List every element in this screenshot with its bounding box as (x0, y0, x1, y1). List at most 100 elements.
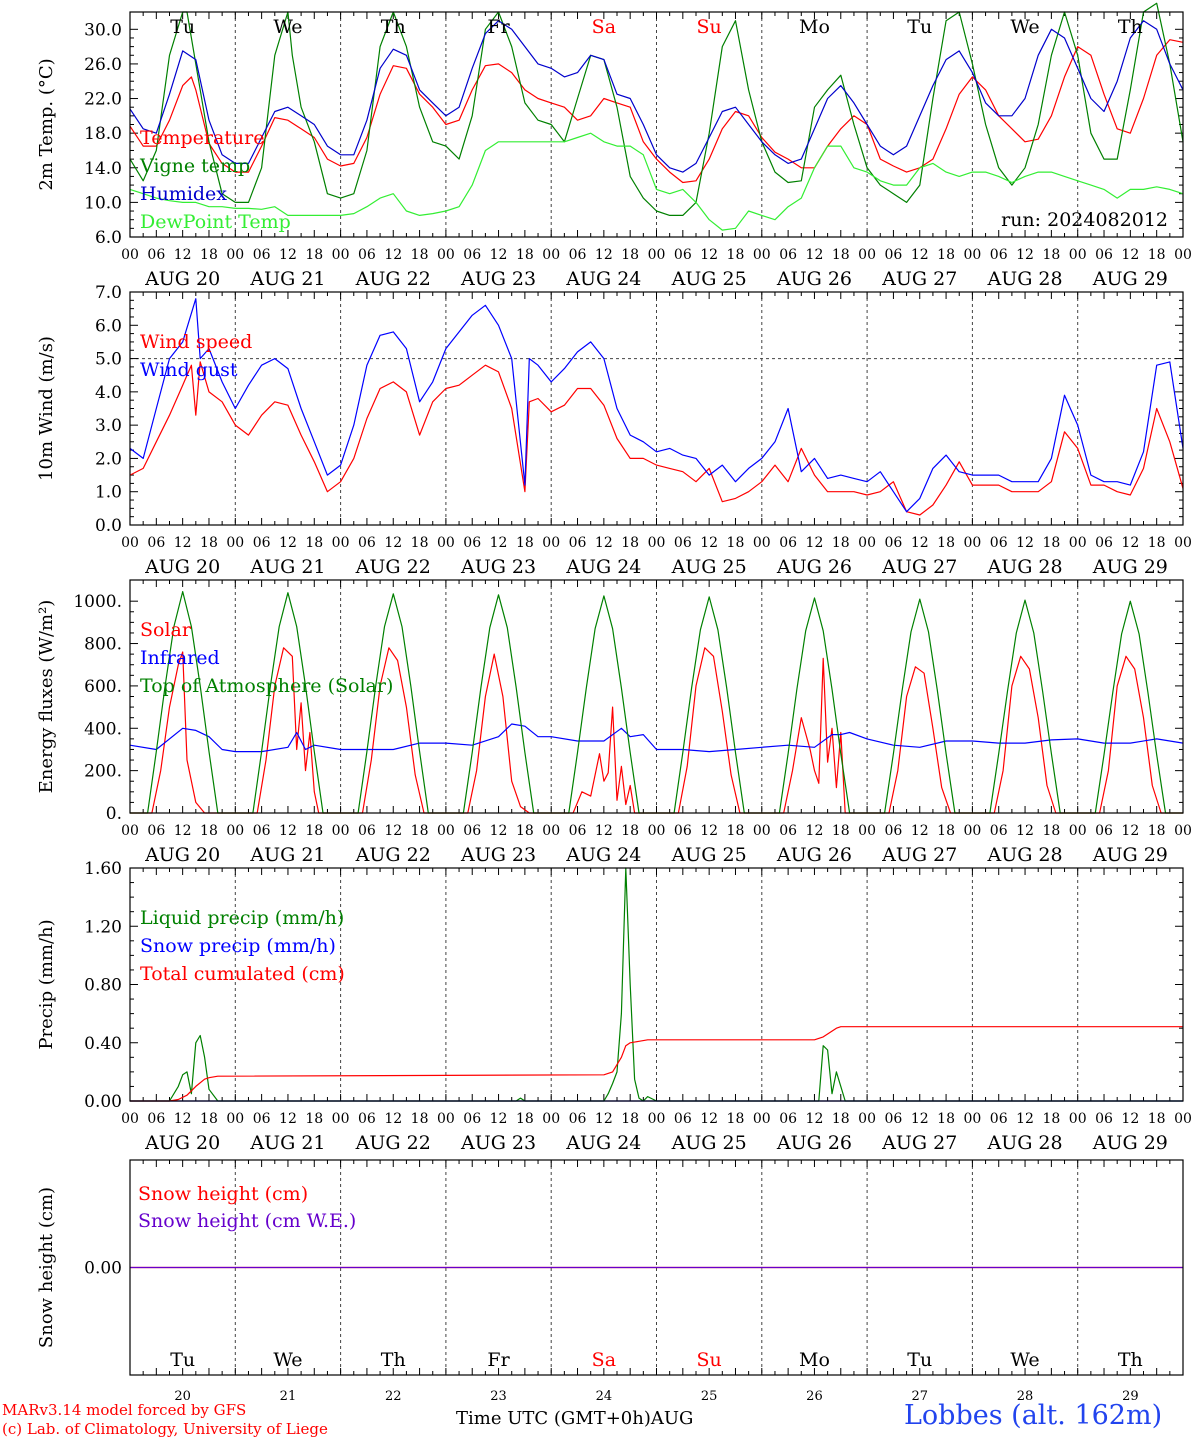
x-tick-label: 18 (411, 823, 429, 839)
x-tick-label: 00 (648, 1111, 666, 1127)
x-tick-label: 00 (648, 247, 666, 263)
x-tick-label: 06 (990, 1111, 1008, 1127)
legend-entry: Vigne temp (139, 155, 250, 177)
x-tick-label: 12 (700, 823, 718, 839)
day-name-label: We (273, 1349, 302, 1371)
x-tick-label: 12 (490, 823, 508, 839)
time-axis-label: Time UTC (GMT+0h) (456, 1408, 651, 1429)
date-label: AUG 20 (144, 1132, 220, 1154)
date-label: AUG 28 (986, 1132, 1062, 1154)
date-label: AUG 23 (460, 556, 536, 578)
day-name-label: Tu (170, 16, 195, 38)
x-tick-label: 18 (305, 1111, 323, 1127)
x-tick-label: 06 (885, 1111, 903, 1127)
y-axis-label: Snow height (cm) (36, 1187, 57, 1348)
date-label: AUG 22 (355, 556, 431, 578)
x-tick-label: 06 (253, 1111, 271, 1127)
x-tick-label: 12 (279, 535, 297, 551)
day-name-label: Mo (799, 1349, 830, 1371)
x-tick-label: 06 (779, 1111, 797, 1127)
x-tick-label: 12 (806, 823, 824, 839)
x-tick-label: 12 (1016, 823, 1034, 839)
x-tick-label: 12 (595, 823, 613, 839)
x-tick-label: 00 (1069, 535, 1087, 551)
series-line-dewpoint-temp (129, 132, 1184, 231)
x-tick-label: 18 (516, 823, 534, 839)
x-tick-label: 12 (595, 247, 613, 263)
date-label: AUG 24 (565, 556, 641, 578)
series-line-humidex (129, 20, 1184, 173)
date-label: AUG 27 (881, 844, 957, 866)
x-tick-label: 06 (674, 247, 692, 263)
x-tick-label: 18 (832, 823, 850, 839)
x-tick-label: 00 (1069, 823, 1087, 839)
x-tick-label: 18 (1148, 247, 1166, 263)
x-tick-label: 18 (411, 247, 429, 263)
x-tick-label: 12 (174, 247, 192, 263)
day-number-label: 27 (911, 1389, 928, 1404)
y-axis-label: Precip (mm/h) (36, 919, 57, 1049)
x-tick-label: 06 (253, 535, 271, 551)
x-tick-label: 12 (490, 247, 508, 263)
x-tick-label: 12 (806, 535, 824, 551)
x-tick-label: 18 (411, 535, 429, 551)
date-label: AUG 25 (671, 1132, 747, 1154)
model-credit: MARv3.14 model forced by GFS (c) Lab. of… (2, 1401, 328, 1439)
x-tick-label: 06 (147, 247, 165, 263)
y-tick-label: 7.0 (95, 283, 122, 303)
x-tick-label: 12 (806, 1111, 824, 1127)
date-label: AUG 29 (1092, 1132, 1168, 1154)
x-tick-label: 12 (490, 535, 508, 551)
x-tick-label: 12 (1016, 535, 1034, 551)
x-tick-label: 00 (121, 247, 139, 263)
day-name-label: Th (381, 16, 406, 38)
x-tick-label: 06 (147, 1111, 165, 1127)
x-tick-label: 18 (1042, 1111, 1060, 1127)
x-tick-label: 18 (1042, 535, 1060, 551)
x-tick-label: 18 (727, 1111, 745, 1127)
day-number-label: 20 (174, 1389, 191, 1404)
date-label: AUG 25 (671, 268, 747, 290)
panel-frame (129, 291, 1184, 526)
x-tick-label: 00 (542, 1111, 560, 1127)
x-tick-label: 12 (174, 1111, 192, 1127)
date-label: AUG 28 (986, 844, 1062, 866)
x-tick-label: 00 (332, 823, 350, 839)
x-tick-label: 12 (595, 535, 613, 551)
panel-frame (129, 867, 1184, 1102)
x-tick-label: 06 (1095, 535, 1113, 551)
x-tick-label: 18 (937, 823, 955, 839)
legend-entry: Wind speed (140, 331, 252, 353)
x-tick-label: 18 (516, 247, 534, 263)
y-tick-label: 0.40 (84, 1034, 122, 1054)
x-tick-label: 06 (990, 823, 1008, 839)
date-label: AUG 26 (776, 844, 852, 866)
x-tick-label: 18 (832, 535, 850, 551)
date-label: AUG 29 (1092, 268, 1168, 290)
date-label: AUG 23 (460, 268, 536, 290)
legend-entry: Snow height (cm) (138, 1183, 308, 1205)
day-name-label: Th (381, 1349, 406, 1371)
x-tick-label: 18 (621, 535, 639, 551)
x-tick-label: 06 (569, 535, 587, 551)
day-number-label: 28 (1017, 1389, 1034, 1404)
x-tick-label: 06 (779, 247, 797, 263)
x-tick-label: 06 (885, 535, 903, 551)
x-tick-label: 00 (226, 247, 244, 263)
x-tick-label: 06 (569, 247, 587, 263)
x-tick-label: 00 (437, 1111, 455, 1127)
x-tick-label: 00 (753, 535, 771, 551)
date-label: AUG 28 (986, 268, 1062, 290)
x-tick-label: 18 (832, 247, 850, 263)
legend-entry: Solar (140, 619, 192, 641)
day-name-label: Sa (592, 16, 616, 38)
date-label: AUG 21 (249, 556, 325, 578)
x-tick-label: 18 (200, 247, 218, 263)
x-tick-label: 18 (1148, 535, 1166, 551)
panel-frame (129, 579, 1184, 814)
y-tick-label: 26.0 (84, 55, 122, 75)
series-line-wind-speed (129, 361, 1184, 516)
x-tick-label: 12 (911, 535, 929, 551)
y-axis-label: Energy fluxes (W/m²) (36, 600, 57, 794)
legend-entry: Wind gust (140, 359, 238, 381)
